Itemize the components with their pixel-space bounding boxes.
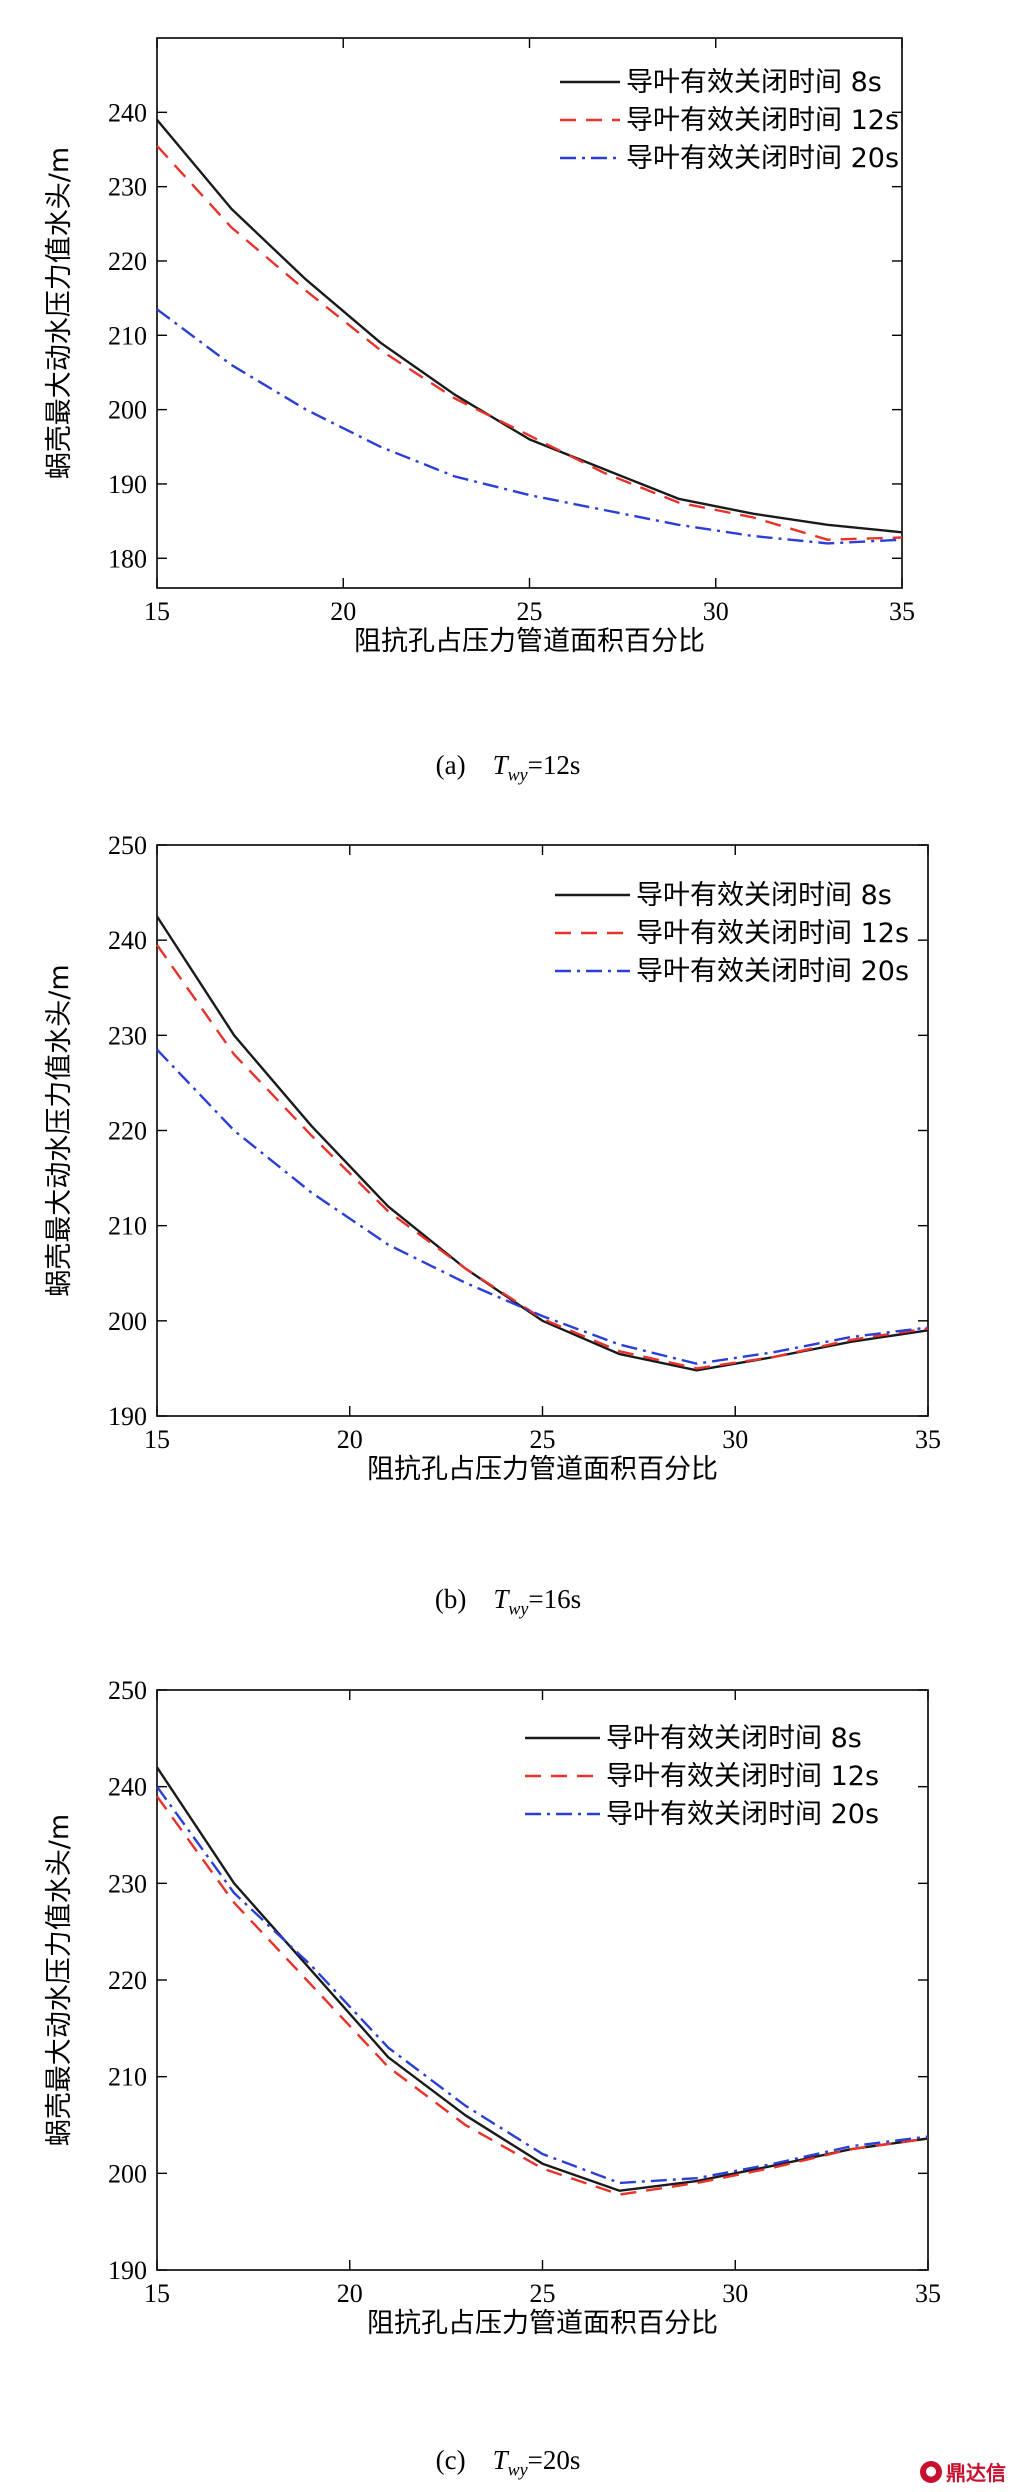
caption-value: =20s xyxy=(527,2445,581,2475)
y-tick-label: 190 xyxy=(108,2256,147,2285)
caption-subscript: wy xyxy=(507,764,528,785)
y-tick-label: 200 xyxy=(108,1307,147,1336)
x-tick-label: 30 xyxy=(722,1425,748,1454)
caption-c: (c) Twy=20s xyxy=(0,2445,1016,2480)
x-tick-label: 30 xyxy=(703,597,729,626)
x-axis-label: 阻抗孔占压力管道面积百分比 xyxy=(367,1454,718,1485)
x-tick-label: 30 xyxy=(722,2279,748,2308)
x-axis-label: 阻抗孔占压力管道面积百分比 xyxy=(367,2308,718,2339)
y-tick-label: 220 xyxy=(108,1117,147,1146)
legend-label: 导叶有效关闭时间 12s xyxy=(636,918,909,949)
series-line xyxy=(156,144,903,541)
x-tick-label: 35 xyxy=(915,2279,941,2308)
y-tick-label: 240 xyxy=(108,98,147,127)
caption-value: =16s xyxy=(528,1584,582,1614)
x-axis-label: 阻抗孔占压力管道面积百分比 xyxy=(354,626,705,657)
caption-subscript: wy xyxy=(508,1598,529,1619)
y-tick-label: 230 xyxy=(108,1021,147,1050)
y-tick-label: 240 xyxy=(108,1773,147,1802)
y-axis-label: 蜗壳最大动水压力值水头/m xyxy=(44,147,75,479)
x-tick-label: 20 xyxy=(337,1425,363,1454)
watermark-logo-icon: ● xyxy=(920,2460,942,2483)
x-tick-label: 20 xyxy=(330,597,356,626)
y-tick-label: 190 xyxy=(108,1402,147,1431)
x-tick-label: 25 xyxy=(530,1425,556,1454)
y-tick-label: 220 xyxy=(108,1966,147,1995)
legend-label: 导叶有效关闭时间 20s xyxy=(606,1799,879,1830)
y-tick-label: 190 xyxy=(108,470,147,499)
x-tick-label: 15 xyxy=(144,597,170,626)
caption-label: (b) xyxy=(434,1584,467,1614)
y-axis-label: 蜗壳最大动水压力值水头/m xyxy=(44,1814,75,2146)
legend-label: 导叶有效关闭时间 8s xyxy=(606,1723,862,1754)
y-tick-label: 210 xyxy=(108,321,147,350)
y-tick-label: 180 xyxy=(108,544,147,573)
caption-symbol: T xyxy=(493,1584,509,1614)
legend-label: 导叶有效关闭时间 8s xyxy=(636,880,892,911)
caption-value: =12s xyxy=(527,750,581,780)
y-tick-label: 240 xyxy=(108,926,147,955)
y-tick-label: 250 xyxy=(108,831,147,860)
caption-b: (b) Twy=16s xyxy=(0,1584,1016,1619)
caption-symbol: T xyxy=(492,750,508,780)
legend-label: 导叶有效关闭时间 20s xyxy=(636,956,909,987)
series-line xyxy=(156,1785,929,2185)
x-tick-label: 25 xyxy=(530,2279,556,2308)
chart-panel: 15 20 25 30 35 190 200 210 220 230 240 250 阻抗孔占压力管道面… xyxy=(44,1676,941,2339)
legend-label: 导叶有效关闭时间 12s xyxy=(606,1761,879,1792)
y-tick-label: 210 xyxy=(108,1212,147,1241)
legend-label: 导叶有效关闭时间 20s xyxy=(626,143,899,174)
series-line xyxy=(156,119,903,534)
caption-label: (a) xyxy=(435,750,466,780)
chart-panel: 15 20 25 30 35 180 190 200 210 220 230 240 阻抗孔占压力管道面… xyxy=(44,37,915,657)
x-tick-label: 15 xyxy=(144,2279,170,2308)
x-tick-label: 25 xyxy=(517,597,543,626)
series-line xyxy=(156,944,929,1370)
x-tick-label: 15 xyxy=(144,1425,170,1454)
y-tick-label: 230 xyxy=(108,1869,147,1898)
y-tick-label: 200 xyxy=(108,2159,147,2188)
caption-a: (a) Twy=12s xyxy=(0,750,1016,785)
caption-symbol: T xyxy=(492,2445,508,2475)
x-tick-label: 35 xyxy=(889,597,915,626)
y-tick-label: 250 xyxy=(108,1676,147,1705)
legend-label: 导叶有效关闭时间 8s xyxy=(626,67,882,98)
y-tick-label: 220 xyxy=(108,247,147,276)
x-tick-label: 35 xyxy=(915,1425,941,1454)
watermark-text: 鼎达信 xyxy=(946,2461,1006,2485)
y-tick-label: 210 xyxy=(108,2063,147,2092)
y-axis-label: 蜗壳最大动水压力值水头/m xyxy=(44,964,75,1296)
caption-label: (c) xyxy=(435,2445,466,2475)
x-tick-label: 20 xyxy=(337,2279,363,2308)
y-tick-label: 230 xyxy=(108,173,147,202)
series-line xyxy=(156,1766,929,2192)
y-tick-label: 200 xyxy=(108,396,147,425)
caption-subscript: wy xyxy=(507,2459,528,2480)
legend-label: 导叶有效关闭时间 12s xyxy=(626,105,899,136)
series-line xyxy=(156,1795,929,2196)
series-line xyxy=(156,1048,929,1365)
watermark: ● 鼎达信 xyxy=(920,2457,1006,2486)
chart-panel: 15 20 25 30 35 190 200 210 220 230 240 250 阻抗孔占压力管道面… xyxy=(44,831,941,1485)
series-line xyxy=(156,308,903,545)
